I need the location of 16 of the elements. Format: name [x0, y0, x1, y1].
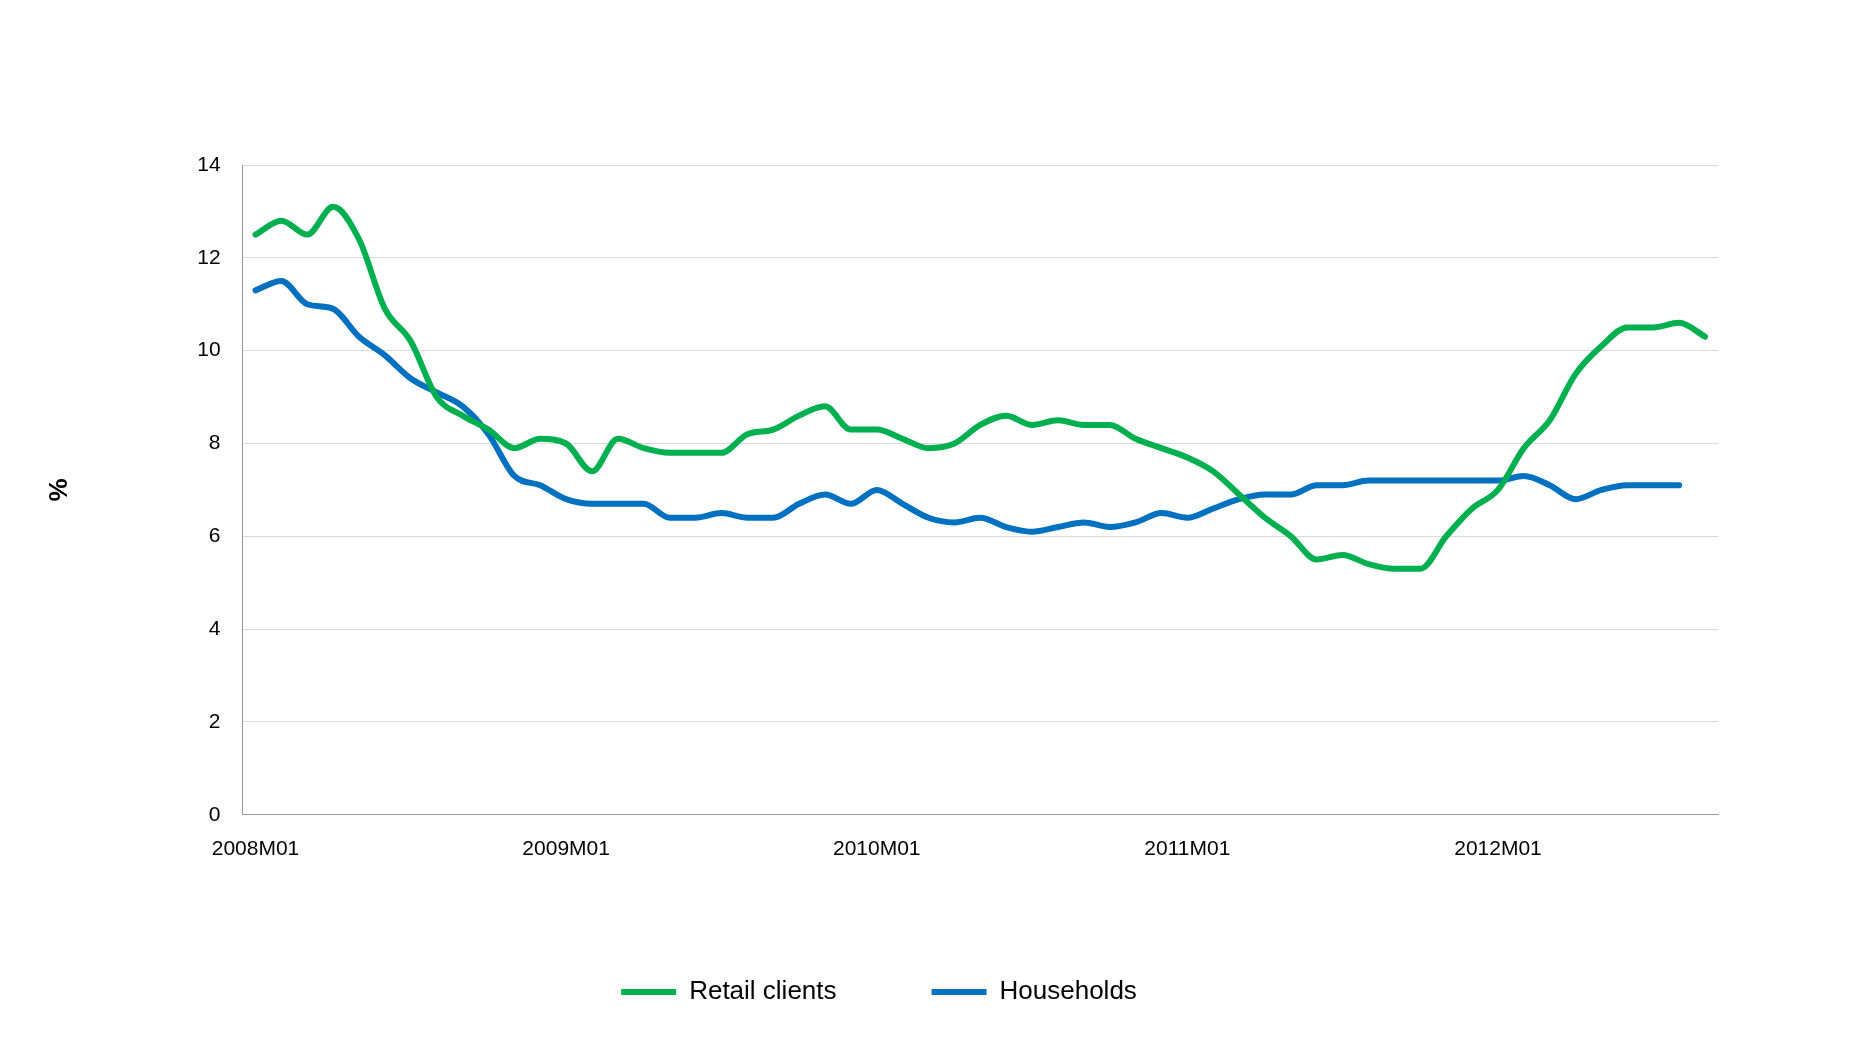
y-tick-label: 0 [208, 801, 221, 825]
y-tick-label: 4 [208, 615, 221, 639]
x-tick-label: 2009M01 [522, 836, 610, 860]
x-tick-label: 2011M01 [1144, 836, 1231, 860]
x-tick-label: 2010M01 [832, 836, 921, 860]
legend-label: Retail clients [689, 975, 837, 1006]
y-tick-label: 12 [197, 244, 221, 268]
y-tick-label: 8 [208, 430, 221, 454]
y-axis-title: % [42, 478, 73, 502]
x-tick-label: 2012M01 [1454, 836, 1542, 860]
y-tick-label: 2 [208, 708, 221, 732]
y-tick-label: 6 [208, 523, 221, 547]
y-tick-label: 14 [197, 151, 221, 175]
legend-label: Households [999, 975, 1137, 1006]
y-tick-label: 10 [197, 337, 221, 361]
x-tick-label: 2008M01 [211, 836, 300, 860]
